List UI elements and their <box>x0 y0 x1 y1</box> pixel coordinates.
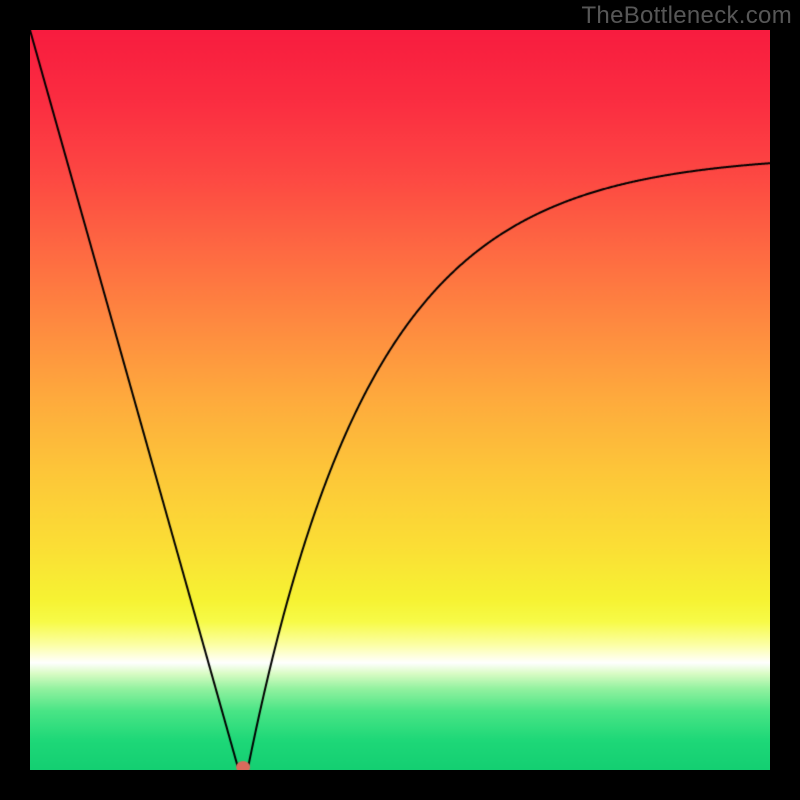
chart-frame: TheBottleneck.com <box>0 0 800 800</box>
bottleneck-curve-chart <box>30 30 770 770</box>
plot-area <box>30 30 770 770</box>
watermark-text: TheBottleneck.com <box>581 2 792 30</box>
